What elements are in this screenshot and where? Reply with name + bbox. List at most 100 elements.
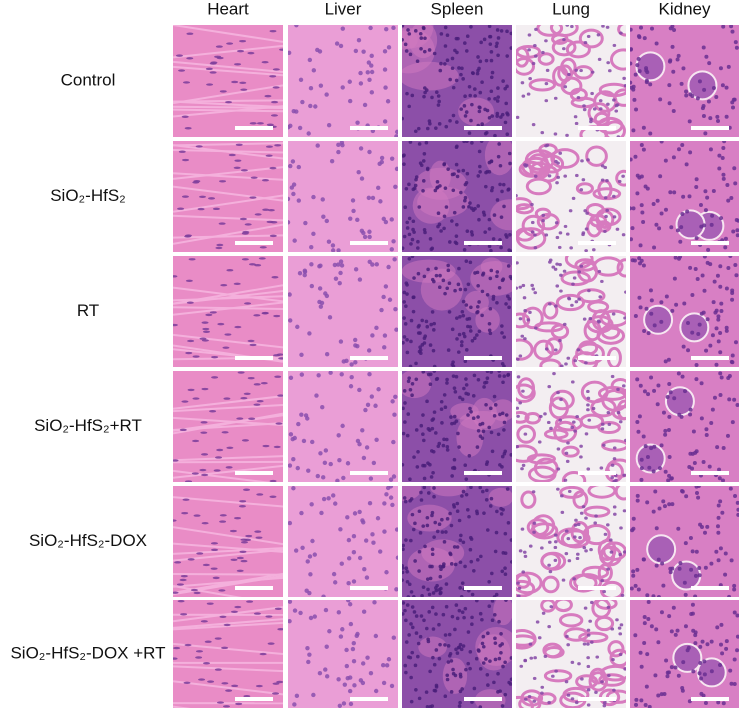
nucleus [433, 689, 437, 693]
nucleus [357, 442, 361, 446]
nucleus [667, 382, 671, 386]
nucleus [642, 148, 646, 152]
nucleus [620, 623, 624, 626]
nucleus [631, 128, 635, 132]
nucleus [413, 559, 417, 563]
nucleus [646, 392, 650, 396]
nucleus [447, 348, 451, 352]
nucleus [234, 283, 241, 285]
nucleus [423, 477, 427, 481]
nucleus [221, 647, 228, 649]
nucleus [709, 421, 713, 425]
nucleus [422, 439, 426, 443]
scale-bar [578, 126, 616, 130]
nucleus [520, 335, 524, 338]
nucleus [532, 700, 536, 703]
nucleus [437, 94, 441, 98]
nucleus [701, 640, 705, 644]
nucleus [430, 418, 434, 422]
nucleus [524, 432, 528, 435]
nucleus [624, 84, 628, 87]
nucleus [548, 302, 552, 305]
nucleus [495, 531, 499, 535]
nucleus [303, 221, 307, 225]
nucleus [200, 431, 207, 433]
nucleus [711, 408, 715, 412]
nucleus [403, 420, 407, 424]
nucleus [455, 163, 459, 167]
nucleus [446, 445, 450, 449]
nucleus [612, 480, 616, 483]
nucleus [250, 344, 257, 346]
nucleus [401, 154, 405, 158]
nucleus [514, 287, 518, 290]
nucleus [500, 190, 504, 194]
nucleus [306, 559, 310, 563]
histology-image [509, 484, 632, 599]
nucleus [574, 519, 578, 522]
nucleus [318, 286, 322, 290]
nucleus [349, 622, 353, 626]
nucleus [635, 191, 639, 195]
nucleus [640, 143, 644, 147]
nucleus [318, 671, 322, 675]
nucleus [541, 214, 545, 217]
nucleus [370, 70, 374, 74]
nucleus [688, 266, 692, 270]
nucleus [242, 231, 249, 233]
nucleus [624, 291, 628, 294]
nucleus [335, 41, 339, 45]
nucleus [367, 78, 371, 82]
region [398, 370, 431, 398]
nucleus [680, 82, 684, 86]
nucleus [380, 160, 384, 164]
nucleus [195, 656, 202, 658]
nucleus [497, 620, 501, 624]
nucleus [463, 199, 467, 203]
nucleus [180, 579, 187, 581]
nucleus [547, 385, 551, 388]
nucleus [693, 451, 697, 455]
nucleus [705, 433, 709, 437]
nucleus [201, 474, 208, 476]
nucleus [428, 122, 432, 126]
nucleus [442, 562, 446, 566]
nucleus [563, 270, 567, 273]
nucleus [505, 54, 509, 58]
nucleus [422, 26, 426, 30]
nucleus [229, 154, 236, 156]
nucleus [413, 186, 417, 190]
nucleus [366, 403, 370, 407]
nucleus [489, 249, 493, 253]
nucleus [635, 377, 639, 381]
nucleus [188, 389, 195, 391]
nucleus [604, 533, 608, 536]
nucleus [322, 497, 326, 501]
nucleus [479, 41, 483, 45]
nucleus [234, 63, 241, 65]
nucleus [419, 351, 423, 355]
nucleus [639, 26, 643, 30]
nucleus [523, 337, 527, 340]
nucleus [393, 307, 397, 311]
nucleus [273, 315, 280, 317]
nucleus [331, 248, 335, 252]
nucleus [701, 106, 705, 110]
nucleus [308, 58, 312, 62]
nucleus [370, 333, 374, 337]
nucleus [256, 493, 263, 495]
scale-bar [350, 126, 388, 130]
nucleus [720, 511, 724, 515]
nucleus [670, 476, 674, 480]
nucleus [373, 404, 377, 408]
nucleus [480, 618, 484, 622]
nucleus [269, 75, 276, 77]
nucleus [246, 600, 253, 602]
nucleus [353, 338, 357, 342]
nucleus [730, 682, 734, 686]
nucleus [417, 569, 421, 573]
nucleus [393, 185, 397, 189]
nucleus [272, 692, 279, 694]
nucleus [495, 41, 499, 45]
nucleus [603, 230, 607, 233]
